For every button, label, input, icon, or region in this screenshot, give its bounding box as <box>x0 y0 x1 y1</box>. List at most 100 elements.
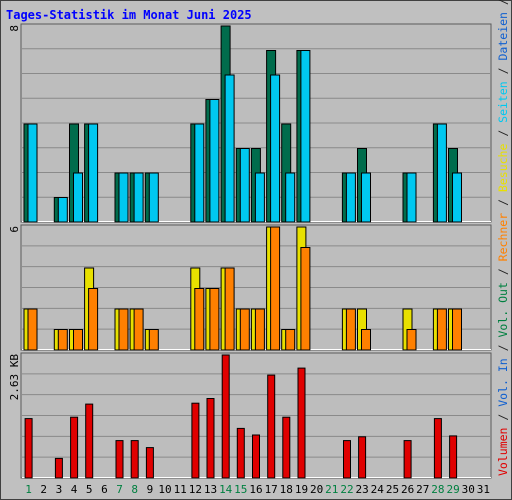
bar-volumen-day-12 <box>191 402 200 479</box>
bar-volumen-day-3 <box>54 457 63 479</box>
bar-volumen-day-14 <box>221 354 230 479</box>
bar-volumen-day-16 <box>252 434 260 479</box>
x-tick-label: 13 <box>204 483 217 496</box>
bar-rechner-day-5 <box>88 288 99 351</box>
bar-rechner-day-12 <box>194 288 205 351</box>
bar-volumen-day-22 <box>343 440 351 479</box>
bar-seiten-day-3 <box>57 197 68 223</box>
bar-seiten-day-23 <box>361 172 371 223</box>
y-max-label: 2.63 KB <box>8 354 21 401</box>
x-tick-label: 25 <box>386 483 399 496</box>
legend-entry: / <box>496 407 510 428</box>
x-tick-label: 4 <box>71 483 78 496</box>
bar-seiten-day-17 <box>270 74 281 223</box>
bar-rechner-day-8 <box>133 308 144 351</box>
x-tick-label: 20 <box>310 483 323 496</box>
x-tick-label: 11 <box>174 483 187 496</box>
bar-rechner-day-29 <box>452 308 462 351</box>
legend-entry: Seiten <box>496 81 510 123</box>
bar-seiten-day-19 <box>300 50 311 223</box>
bar-seiten-day-18 <box>285 172 296 223</box>
bar-rechner-day-22 <box>345 308 356 351</box>
bar-seiten-day-1 <box>27 123 38 223</box>
bar-seiten-day-12 <box>194 123 205 223</box>
bar-seiten-day-7 <box>118 172 129 223</box>
bar-seiten-day-9 <box>148 172 159 223</box>
legend-entry: Vol. Out <box>496 282 510 337</box>
x-tick-label: 26 <box>401 483 414 496</box>
bar-volumen-day-26 <box>403 440 412 479</box>
middle-panel: 6 <box>8 224 492 351</box>
bar-seiten-day-29 <box>452 172 462 223</box>
bar-seiten-day-22 <box>345 172 356 223</box>
legend-entry: Besuche <box>496 144 510 193</box>
x-tick-label: 30 <box>462 483 475 496</box>
bar-rechner-day-28 <box>436 308 447 351</box>
bar-volumen-day-1 <box>24 418 33 479</box>
bar-volumen-day-23 <box>358 436 367 479</box>
x-tick-label: 12 <box>189 483 202 496</box>
bar-volumen-day-28 <box>433 418 442 479</box>
bar-volumen-day-19 <box>297 367 306 479</box>
x-tick-label: 9 <box>147 483 154 496</box>
legend-entry: Dateien <box>496 12 510 60</box>
legend-entry: / <box>496 338 510 359</box>
y-max-label: 8 <box>8 25 21 32</box>
bar-seiten-day-28 <box>436 123 447 223</box>
bar-volumen-day-4 <box>70 416 79 479</box>
x-axis-day-labels: 1 2 3 4 5 6 7 8 9 10 11 12 13 14 15 16 17 18 19 20 21 22 23 24 2… <box>25 483 490 496</box>
x-tick-label: 19 <box>295 483 308 496</box>
bar-rechner-day-7 <box>118 308 129 351</box>
legend-entry: / <box>496 0 510 12</box>
x-tick-label: 29 <box>446 483 459 496</box>
bar-rechner-day-1 <box>27 308 38 351</box>
bar-seiten-day-15 <box>239 148 250 223</box>
bar-seiten-day-8 <box>133 172 144 223</box>
bar-volumen-day-9 <box>145 447 154 479</box>
bar-rechner-day-14 <box>224 267 235 351</box>
bar-rechner-day-18 <box>285 329 296 351</box>
bar-rechner-day-13 <box>209 288 220 351</box>
bar-rechner-day-23 <box>361 329 371 351</box>
bar-seiten-day-13 <box>209 99 220 223</box>
bar-volumen-day-8 <box>130 440 139 479</box>
x-tick-label: 31 <box>477 483 490 496</box>
bar-volumen-day-17 <box>267 374 276 479</box>
bar-volumen-day-7 <box>115 440 124 479</box>
x-tick-label: 2 <box>40 483 47 496</box>
x-tick-label: 23 <box>355 483 368 496</box>
bar-rechner-day-16 <box>254 308 265 351</box>
bar-seiten-day-16 <box>254 172 265 223</box>
legend-entry: / <box>496 123 510 144</box>
bar-volumen-day-5 <box>85 403 94 479</box>
legend-entry: / <box>496 192 510 213</box>
chart-title: Tages-Statistik im Monat Juni 2025 <box>6 8 252 22</box>
x-tick-label: 10 <box>158 483 171 496</box>
chart-panels: 8 6 2.63 KB <box>8 23 492 479</box>
x-tick-label: 22 <box>340 483 353 496</box>
legend-entry: / <box>496 261 510 282</box>
bar-volumen-day-29 <box>449 435 458 479</box>
bar-rechner-day-9 <box>148 329 159 351</box>
top-panel: 8 <box>8 23 492 223</box>
x-tick-label: 27 <box>416 483 429 496</box>
x-tick-label: 24 <box>371 483 385 496</box>
bar-seiten-day-5 <box>88 123 99 223</box>
x-tick-label: 17 <box>265 483 278 496</box>
legend-entry: Rechner <box>496 213 510 262</box>
bar-rechner-day-15 <box>239 308 250 351</box>
x-tick-label: 15 <box>234 483 247 496</box>
x-tick-label: 7 <box>116 483 123 496</box>
bar-rechner-day-17 <box>270 226 281 351</box>
x-tick-label: 5 <box>86 483 93 496</box>
bar-rechner-day-26 <box>406 329 417 351</box>
x-tick-label: 21 <box>325 483 338 496</box>
x-tick-label: 14 <box>219 483 233 496</box>
right-side-legend: Volumen / Vol. In / Vol. Out / Rechner /… <box>496 0 510 476</box>
x-tick-label: 1 <box>25 483 32 496</box>
bar-rechner-day-4 <box>73 329 83 351</box>
x-tick-label: 6 <box>101 483 108 496</box>
bottom-panel: 2.63 KB <box>8 352 492 479</box>
legend-entry: Volumen <box>496 428 510 476</box>
